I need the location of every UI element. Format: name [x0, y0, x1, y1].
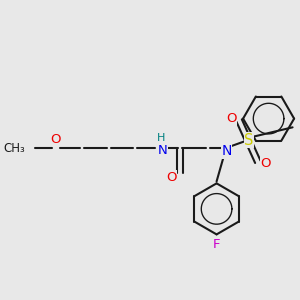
Text: N: N	[158, 143, 167, 157]
Text: O: O	[50, 133, 61, 146]
Text: O: O	[226, 112, 237, 125]
Text: O: O	[260, 157, 271, 170]
Text: CH₃: CH₃	[4, 142, 25, 154]
Text: N: N	[221, 144, 232, 158]
Text: O: O	[166, 171, 177, 184]
Text: H: H	[157, 133, 165, 143]
Text: F: F	[213, 238, 220, 251]
Text: S: S	[244, 133, 254, 148]
